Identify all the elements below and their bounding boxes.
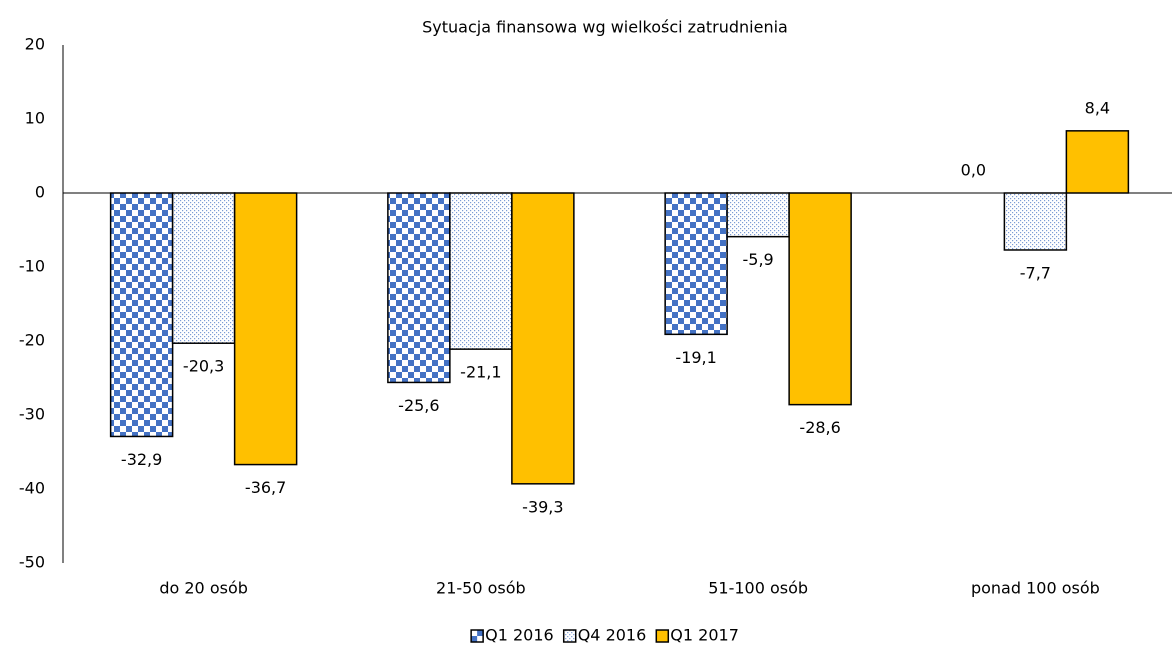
value-label: -20,3: [183, 357, 224, 376]
legend: Q1 2016 Q4 2016 Q1 2017: [470, 626, 739, 645]
value-label: -28,6: [799, 418, 840, 437]
value-label: -25,6: [398, 396, 439, 415]
bar: [726, 192, 790, 238]
value-label: -32,9: [121, 450, 162, 469]
y-tick-label: 10: [25, 109, 45, 128]
bar: [511, 192, 575, 485]
bar: [449, 192, 513, 350]
x-tick-label: 21-50 osób: [436, 579, 526, 598]
bar: [664, 192, 728, 336]
legend-swatch: [655, 629, 670, 643]
x-tick-label: do 20 osób: [159, 579, 248, 598]
bar: [1003, 192, 1068, 251]
x-tick-label: ponad 100 osób: [971, 579, 1100, 598]
chart-title: Sytuacja finansowa wg wielkości zatrudni…: [422, 18, 788, 37]
bar: [171, 192, 236, 344]
legend-label: Q1 2016: [485, 626, 554, 645]
bar: [788, 192, 852, 406]
bar: [387, 192, 451, 384]
legend-label: Q4 2016: [578, 626, 647, 645]
value-label: -39,3: [522, 497, 563, 516]
bar: [233, 192, 298, 466]
value-label: 8,4: [1085, 98, 1110, 117]
legend-label: Q1 2017: [670, 626, 739, 645]
y-tick-label: -40: [19, 479, 45, 498]
y-tick-label: 20: [25, 35, 45, 54]
y-tick-label: -50: [19, 553, 45, 572]
bar: [1065, 130, 1130, 194]
y-tick-label: 0: [35, 183, 45, 202]
value-label: -5,9: [743, 250, 774, 269]
value-label: 0,0: [961, 161, 986, 180]
y-tick-label: -30: [19, 405, 45, 424]
y-tick-label: -10: [19, 257, 45, 276]
legend-swatch: [470, 629, 484, 643]
value-label: -21,1: [460, 363, 501, 382]
y-tick-label: -20: [19, 331, 45, 350]
legend-swatch: [562, 629, 577, 643]
value-label: -7,7: [1020, 263, 1051, 282]
value-label: -36,7: [245, 478, 286, 497]
x-tick-label: 51-100 osób: [708, 579, 808, 598]
bar: [109, 192, 174, 438]
value-label: -19,1: [675, 348, 716, 367]
